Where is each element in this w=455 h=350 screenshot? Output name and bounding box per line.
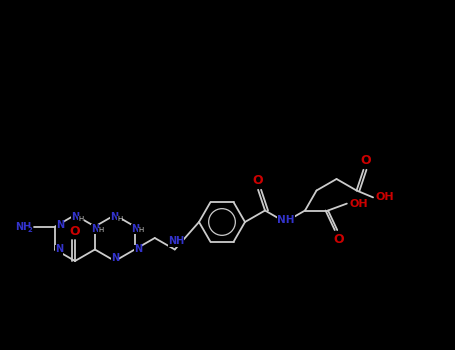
Text: N: N <box>55 245 63 254</box>
Text: O: O <box>70 225 81 238</box>
Text: N: N <box>56 219 64 230</box>
Text: H: H <box>117 216 122 222</box>
Text: N: N <box>71 212 79 222</box>
Text: O: O <box>360 154 371 167</box>
Text: H: H <box>98 228 104 233</box>
Text: N: N <box>91 224 99 233</box>
Text: N: N <box>134 245 142 254</box>
Text: NH: NH <box>277 215 295 225</box>
Text: H: H <box>78 216 84 222</box>
Text: N: N <box>111 253 119 263</box>
Text: N: N <box>131 224 139 233</box>
Text: NH: NH <box>15 222 31 231</box>
Text: 2: 2 <box>27 226 32 232</box>
Text: OH: OH <box>349 198 368 209</box>
Text: NH: NH <box>167 237 184 246</box>
Text: N: N <box>110 212 118 222</box>
Text: OH: OH <box>376 193 394 202</box>
Text: H: H <box>138 228 143 233</box>
Text: O: O <box>253 174 263 187</box>
Text: O: O <box>333 232 344 246</box>
